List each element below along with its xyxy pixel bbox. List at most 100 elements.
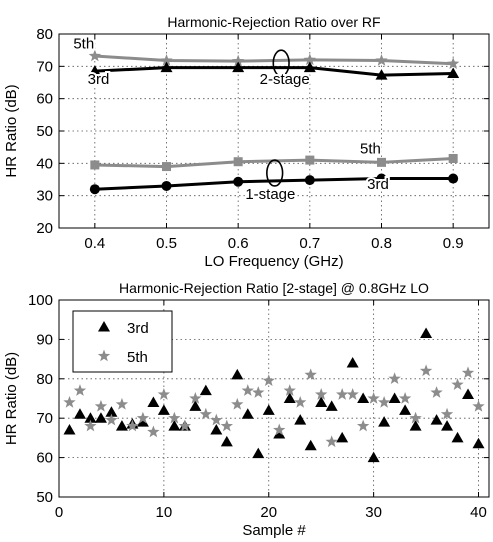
y-tick-label: 50 xyxy=(36,123,53,140)
data-point xyxy=(220,419,233,432)
x-tick-label: 0.9 xyxy=(443,235,464,252)
data-point xyxy=(233,157,243,167)
axis-ticks: 0.4 0.5 0.6 0.7 0.8 0.9 20 30 40 50 60 70 80 xyxy=(36,26,489,252)
data-point xyxy=(94,399,108,412)
data-point xyxy=(336,431,349,443)
data-point xyxy=(367,392,380,404)
x-tick-label: 10 xyxy=(156,504,173,521)
plot-frame xyxy=(58,299,490,498)
data-point xyxy=(447,67,460,78)
data-point xyxy=(136,411,150,424)
data-point xyxy=(462,388,475,400)
data-point xyxy=(189,392,202,404)
data-point xyxy=(88,49,102,62)
data-point xyxy=(241,408,254,419)
data-point xyxy=(231,54,245,67)
data-point xyxy=(375,54,388,66)
y-tick-label: 100 xyxy=(28,292,53,309)
data-point xyxy=(305,155,315,165)
data-point xyxy=(126,419,139,432)
y-tick-label: 70 xyxy=(36,410,53,427)
data-point xyxy=(376,173,387,184)
chart-title: Harmonic-Rejection Ratio over RF xyxy=(167,14,380,30)
data-point xyxy=(304,368,317,381)
data-point xyxy=(420,327,433,338)
data-point xyxy=(63,424,76,435)
data-point xyxy=(115,420,128,431)
data-point xyxy=(378,416,391,427)
x-axis-label: LO Frequency (GHz) xyxy=(204,253,343,270)
data-point xyxy=(398,392,412,404)
data-point xyxy=(161,180,172,191)
data-point xyxy=(189,400,202,411)
data-point xyxy=(472,437,485,449)
data-point xyxy=(241,384,254,396)
x-tick-label: 0.5 xyxy=(156,235,177,252)
data-point xyxy=(294,414,307,425)
data-point xyxy=(441,420,454,431)
data-point xyxy=(233,176,244,187)
data-point xyxy=(232,61,245,73)
data-point xyxy=(147,425,160,438)
data-point xyxy=(304,439,317,451)
y-tick-label: 80 xyxy=(36,371,53,388)
data-point xyxy=(448,153,458,163)
data-point xyxy=(399,404,412,415)
data-point xyxy=(262,404,275,415)
data-point xyxy=(315,388,328,400)
x-tick-label: 0.4 xyxy=(84,235,105,252)
x-axis-label: Sample # xyxy=(242,522,306,539)
data-point xyxy=(105,413,118,426)
data-point xyxy=(199,384,212,396)
data-point xyxy=(147,396,160,407)
y-axis-label: HR Ratio (dB) xyxy=(3,84,20,177)
data-point xyxy=(73,408,86,419)
data-point xyxy=(178,419,192,432)
annotation-label: 5th xyxy=(73,36,94,53)
data-point xyxy=(84,419,97,432)
data-point xyxy=(283,384,296,396)
series-3rd xyxy=(63,327,485,463)
legend-label-3rd: 3rd xyxy=(127,320,149,337)
data-point xyxy=(367,451,380,463)
data-point xyxy=(346,388,359,400)
y-tick-label: 30 xyxy=(36,188,53,205)
data-point xyxy=(430,386,443,398)
y-tick-label: 50 xyxy=(36,489,53,506)
data-point xyxy=(294,395,307,408)
x-tick-label: 0.6 xyxy=(228,235,249,252)
axis-ticks: 0 10 20 30 40 50 60 70 80 90 100 xyxy=(28,292,489,521)
legend: 3rd 5th xyxy=(72,310,173,373)
series-1-stage-3rd xyxy=(89,173,459,195)
series-5th xyxy=(63,364,485,448)
data-point xyxy=(335,388,349,400)
x-tick-label: 30 xyxy=(365,504,382,521)
data-point xyxy=(90,160,100,170)
legend-marker-5th xyxy=(97,349,111,362)
data-point xyxy=(157,388,171,400)
hr-ratio-over-rf-chart: 0.4 0.5 0.6 0.7 0.8 0.9 20 30 40 50 60 70 80 Harmonic… xyxy=(3,14,490,270)
data-point xyxy=(273,427,286,439)
data-point xyxy=(88,65,101,76)
x-tick-label: 0.7 xyxy=(299,235,320,252)
y-tick-label: 20 xyxy=(36,220,53,237)
data-point xyxy=(388,372,401,385)
series-line xyxy=(94,177,454,191)
annotation-label: 3rd xyxy=(88,71,110,88)
legend-marker-3rd xyxy=(98,321,110,332)
x-tick-label: 20 xyxy=(260,504,277,521)
annotation-label: 5th xyxy=(360,141,381,158)
annotation-label: 2-stage xyxy=(260,71,310,88)
legend-label-5th: 5th xyxy=(127,349,148,366)
data-point xyxy=(157,404,170,415)
y-tick-label: 60 xyxy=(36,450,53,467)
y-tick-label: 80 xyxy=(36,26,53,43)
data-point xyxy=(472,399,485,412)
y-tick-label: 70 xyxy=(36,58,53,75)
data-point xyxy=(94,412,107,423)
data-point xyxy=(168,411,181,424)
grouping-ellipse xyxy=(266,159,284,187)
legend-box xyxy=(72,310,173,373)
data-point xyxy=(461,366,475,379)
